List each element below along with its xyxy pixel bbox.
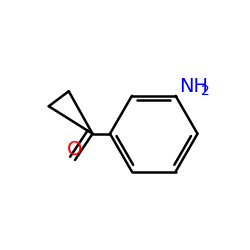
- Text: NH: NH: [179, 77, 208, 96]
- Text: O: O: [67, 140, 83, 159]
- Text: 2: 2: [201, 84, 209, 98]
